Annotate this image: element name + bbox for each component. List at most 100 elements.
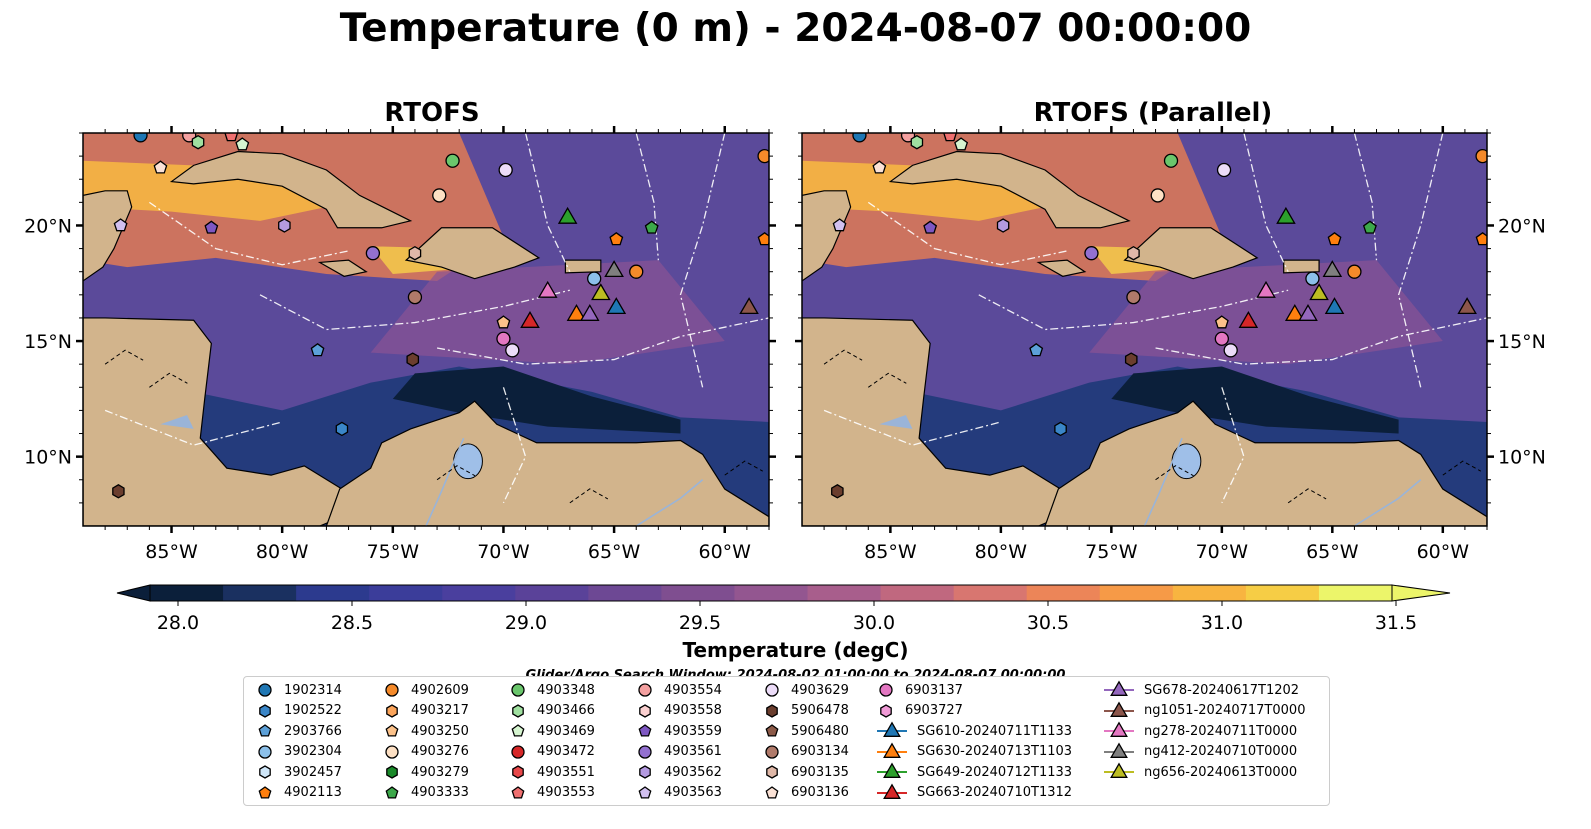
x-tick-label: 75°W	[367, 541, 420, 563]
map-panel-rtofs[interactable]: 85°W 80°W 75°W 70°W 65°W 60°W 10°N 15°N 20°N	[24, 119, 776, 563]
legend-label: SG678-20240617T1202	[1144, 682, 1300, 698]
legend-label: 3902457	[284, 764, 342, 780]
river	[1143, 437, 1183, 526]
marker-2903766	[1029, 342, 1044, 357]
legend-label: 4903629	[791, 682, 849, 698]
legend-marker-icon	[385, 744, 399, 759]
legend-marker-icon	[639, 703, 651, 718]
country-border	[104, 349, 144, 365]
colorbar-segment	[1318, 585, 1393, 601]
legend-item: 5906478	[761, 701, 849, 721]
marker-4903469	[235, 137, 250, 151]
eez-boundary	[635, 133, 660, 261]
x-tick-label: 65°W	[588, 541, 641, 563]
marker-4903562	[996, 218, 1010, 233]
legend-marker-icon	[765, 683, 779, 697]
legend-item: 3902457	[254, 762, 342, 782]
colorbar-segment	[223, 585, 297, 601]
colorbar-segment	[515, 585, 589, 601]
eez-boundary	[259, 289, 570, 331]
marker-4903333	[644, 220, 659, 234]
marker-4903276	[1150, 188, 1165, 203]
y-tick-label: 10°N	[1498, 447, 1546, 469]
marker-4902113	[757, 231, 769, 246]
marker-4903629	[1216, 162, 1232, 178]
legend-label: 4903558	[664, 703, 722, 718]
land-mass	[956, 133, 991, 134]
river	[1353, 479, 1422, 526]
country-border	[1442, 460, 1482, 476]
marker-4903469	[954, 137, 969, 151]
marker-ng412-20240710T0000	[1322, 260, 1343, 278]
legend-marker-shape	[639, 703, 651, 718]
x-tick-label: 70°W	[477, 541, 530, 563]
legend-marker-icon	[511, 744, 525, 759]
legend-label: 6903135	[791, 764, 849, 780]
legend-marker-icon	[877, 762, 907, 778]
country-border	[1287, 488, 1327, 504]
marker-6903134	[407, 289, 423, 305]
legend-label: 4903554	[664, 682, 722, 698]
colorbar-tick-label: 31.0	[1201, 612, 1243, 634]
marker-6903137	[496, 331, 511, 346]
colorbar-extend-high	[1391, 584, 1451, 602]
legend-marker-shape	[258, 683, 272, 697]
legend-label: 4903466	[537, 703, 595, 718]
marker-4903559	[923, 220, 938, 234]
colorbar-segment	[1172, 585, 1247, 601]
legend-item: 4903472	[507, 742, 595, 762]
legend-item: 4903559	[634, 721, 722, 741]
land-mass	[1036, 259, 1087, 277]
legend-marker-icon	[765, 744, 779, 759]
legend-item: ng278-20240711T0000	[1102, 721, 1297, 741]
marker-5906478	[406, 352, 420, 367]
legend-marker-icon	[511, 724, 525, 737]
marker-ng1051-20240717T0000	[1457, 297, 1477, 315]
marker-6903135	[1127, 245, 1140, 261]
legend-marker-icon	[511, 683, 525, 697]
marker-4902609	[1347, 264, 1362, 279]
legend-marker-shape	[512, 765, 524, 779]
marker-6903135	[408, 245, 422, 261]
legend-label: 4903276	[411, 744, 469, 759]
legend-item: SG663-20240710T1312	[875, 783, 1072, 803]
marker-4903563	[113, 218, 128, 232]
marker-5906478	[112, 484, 125, 499]
marker-ng656-20240613T0000	[591, 283, 611, 301]
legend-label: 4903563	[664, 785, 722, 800]
land-mass	[564, 259, 602, 274]
legend-label: 4903559	[664, 723, 722, 739]
legend-marker-icon	[386, 765, 398, 779]
legend-label: 4903562	[664, 764, 722, 780]
legend-item: 4903563	[634, 783, 722, 803]
legend-item: ng1051-20240717T0000	[1102, 701, 1305, 721]
map-panel-rtofs-parallel[interactable]: 85°W 80°W 75°W 70°W 65°W 60°W 10°N 15°N 20°N	[795, 119, 1546, 563]
marker-SG610-20240711T1133	[606, 297, 627, 315]
lake-maracaibo	[1171, 443, 1202, 480]
marker-4903561	[1084, 246, 1099, 261]
marker-SG678-20240617T1202	[1298, 303, 1318, 321]
colorbar-segment	[807, 585, 882, 601]
legend-marker-icon	[877, 742, 907, 758]
land-mass	[1044, 400, 1487, 526]
legend-marker-shape	[386, 765, 398, 779]
lake-nicaragua	[160, 415, 194, 429]
legend-label: 4903472	[537, 744, 595, 759]
marker-4902113	[1327, 231, 1342, 246]
legend-marker-shape	[511, 724, 525, 737]
legend-label: ng278-20240711T0000	[1144, 723, 1298, 739]
legend-item: 4903217	[381, 701, 469, 721]
marker-ng412-20240710T0000	[604, 260, 624, 278]
legend-label: 4903333	[411, 785, 469, 800]
colorbar-segment	[369, 585, 443, 601]
legend-marker-icon	[766, 765, 778, 779]
legend-marker-shape	[765, 683, 779, 697]
marker-4903250	[1214, 315, 1229, 329]
legend-marker-shape	[1110, 680, 1128, 696]
legend-item: 1902522	[254, 701, 342, 721]
legend-marker-icon	[258, 724, 272, 737]
legend-item: 4903466	[507, 701, 595, 721]
marker-6903137	[1214, 331, 1229, 346]
legend-marker-icon	[638, 683, 652, 697]
